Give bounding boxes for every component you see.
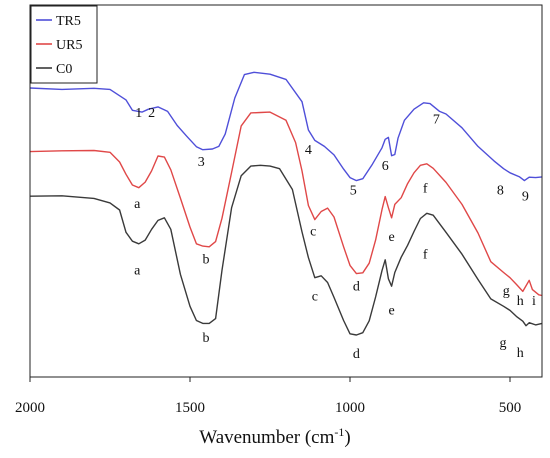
peak-label: b <box>203 253 210 268</box>
peak-label: 8 <box>497 184 504 199</box>
peak-label: d <box>353 347 360 362</box>
legend-label-ur5: UR5 <box>56 38 82 53</box>
x-axis-title: Wavenumber (cm-1) <box>199 425 350 448</box>
peak-label: h <box>517 294 524 309</box>
legend-label-c0: C0 <box>56 62 72 77</box>
peak-label: f <box>423 247 428 262</box>
series-line-tr5 <box>29 71 543 182</box>
peak-label: 2 <box>148 106 155 121</box>
peak-label: f <box>423 182 428 197</box>
peak-label: 4 <box>305 143 312 158</box>
x-tick-label: 1500 <box>175 400 205 416</box>
x-tick-label: 500 <box>499 400 522 416</box>
x-axis-ticks: 2000 1500 1000 500 <box>15 377 521 416</box>
peak-label: c <box>310 224 316 239</box>
peak-label: a <box>134 197 141 212</box>
peak-label: d <box>353 280 360 295</box>
series-line-c0 <box>29 164 543 336</box>
peak-label: g <box>503 284 510 299</box>
legend: TR5 UR5 C0 <box>30 5 98 84</box>
peak-label: 1 <box>135 106 142 121</box>
peak-label: 5 <box>350 184 357 199</box>
peak-label: 6 <box>382 159 389 174</box>
x-tick-label: 1000 <box>335 400 365 416</box>
peak-label: h <box>517 346 524 361</box>
plot-frame <box>29 4 543 378</box>
peak-label: 3 <box>198 155 205 170</box>
peak-label: e <box>388 230 394 245</box>
peak-label: c <box>312 290 318 305</box>
peak-label: a <box>134 263 141 278</box>
peak-label: g <box>500 336 507 351</box>
peak-label: 9 <box>522 190 529 205</box>
peak-label: b <box>203 331 210 346</box>
peak-label: 7 <box>433 112 440 127</box>
peak-label: e <box>388 304 394 319</box>
peak-label: i <box>532 294 536 309</box>
legend-label-tr5: TR5 <box>56 14 81 29</box>
series-group <box>29 71 543 336</box>
x-tick-label: 2000 <box>15 400 45 416</box>
series-line-ur5 <box>29 111 543 297</box>
